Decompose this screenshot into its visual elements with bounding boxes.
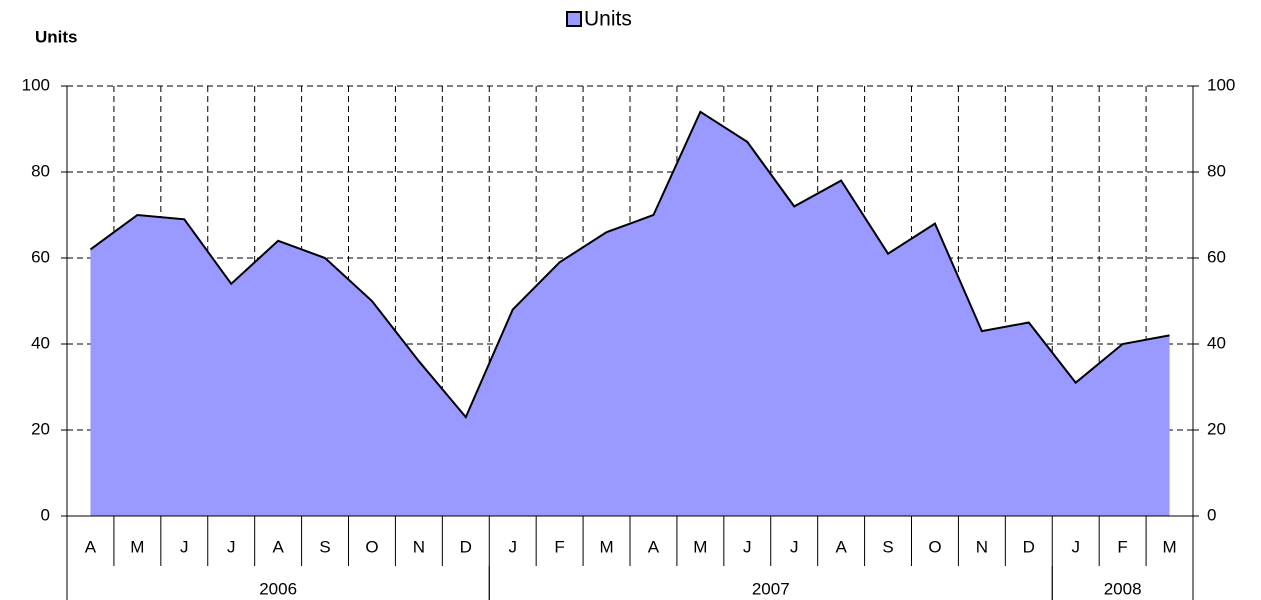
x-tick-label: J [180, 537, 189, 556]
x-tick-label: N [413, 537, 425, 556]
x-tick-label: F [554, 537, 564, 556]
x-tick-label: M [599, 537, 613, 556]
area [90, 111, 1170, 517]
x-tick-label: S [882, 537, 893, 556]
x-group-label: 2007 [752, 579, 790, 598]
x-tick-label: M [130, 537, 144, 556]
x-tick-label: J [508, 537, 517, 556]
y-axis-title: Units [35, 27, 78, 46]
x-group-label: 2006 [259, 579, 297, 598]
y2-tick-label: 40 [1207, 333, 1226, 352]
y-tick-label: 100 [22, 75, 50, 94]
x-tick-label: J [743, 537, 752, 556]
legend-swatch [566, 11, 582, 27]
x-group-label: 2008 [1104, 579, 1142, 598]
y-tick-label: 80 [31, 161, 50, 180]
y2-tick-label: 100 [1207, 75, 1235, 94]
x-tick-label: O [365, 537, 378, 556]
x-tick-label: J [790, 537, 799, 556]
y-tick-label: 40 [31, 333, 50, 352]
x-tick-label: A [648, 537, 660, 556]
y2-tick-label: 80 [1207, 161, 1226, 180]
x-tick-label: A [835, 537, 847, 556]
area-line [89, 110, 1170, 419]
y-tick-label: 60 [31, 247, 50, 266]
x-tick-label: A [272, 537, 284, 556]
x-tick-label: M [693, 537, 707, 556]
x-tick-label: D [1023, 537, 1035, 556]
y2-tick-label: 60 [1207, 247, 1226, 266]
y2-tick-label: 20 [1207, 419, 1226, 438]
x-tick-label: F [1117, 537, 1127, 556]
x-tick-label: N [976, 537, 988, 556]
x-tick-label: S [319, 537, 330, 556]
x-tick-label: D [460, 537, 472, 556]
x-tick-label: M [1162, 537, 1176, 556]
y-tick-label: 0 [41, 505, 50, 524]
y-tick-label: 20 [31, 419, 50, 438]
x-tick-label: O [928, 537, 941, 556]
y2-tick-label: 0 [1207, 505, 1216, 524]
x-tick-label: J [1071, 537, 1080, 556]
x-tick-label: A [85, 537, 97, 556]
legend-label: Units [584, 8, 632, 31]
x-tick-label: J [227, 537, 236, 556]
